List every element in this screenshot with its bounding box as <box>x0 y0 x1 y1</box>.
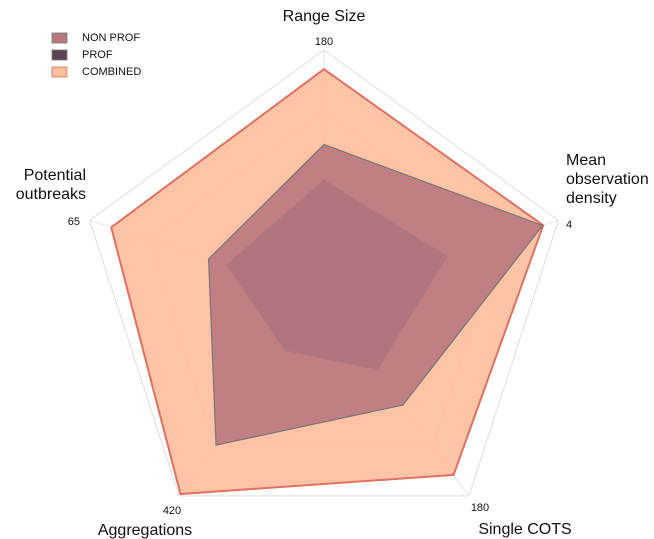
axis-label: Aggregations <box>97 522 193 539</box>
legend-label: NON PROF <box>82 32 140 44</box>
legend-swatch <box>51 66 68 78</box>
axis-label: Mean observation density <box>566 152 649 207</box>
series-area <box>207 143 544 446</box>
legend: NON PROF PROF COMBINED <box>51 32 141 78</box>
axis-max-label: 420 <box>163 505 181 517</box>
legend-swatch <box>51 49 68 61</box>
axis-max-label: 180 <box>471 502 489 514</box>
axis-label: Single COTS <box>478 521 572 538</box>
axis-max-label: 65 <box>68 216 80 228</box>
axis-label: Range Size <box>282 8 366 25</box>
legend-swatch <box>51 32 68 44</box>
legend-label: COMBINED <box>82 66 141 78</box>
axis-max-label: 4 <box>566 219 572 231</box>
axis-label: Potential outbreaks <box>15 167 86 203</box>
axis-max-label: 180 <box>315 36 333 48</box>
legend-label: PROF <box>82 49 113 61</box>
grid-ring <box>88 49 560 497</box>
